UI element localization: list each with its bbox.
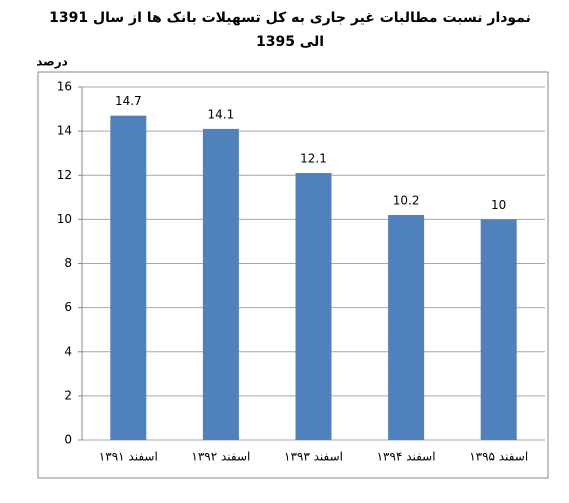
y-tick-label: 6: [64, 300, 72, 314]
chart-title: نمودار نسبت مطالبات غیر جاری به کل تسهیل…: [49, 10, 531, 50]
x-tick-label: اسفند ۱۳۹۵: [469, 450, 528, 464]
y-tick-label: 2: [64, 388, 72, 402]
y-tick-label: 16: [57, 80, 72, 94]
y-tick-label: 0: [64, 433, 72, 447]
chart-frame: [37, 71, 549, 479]
y-tick-label: 10: [57, 212, 72, 226]
data-label: 12.1: [300, 152, 327, 166]
y-axis-label: درصد: [36, 55, 68, 69]
y-tick-label: 14: [57, 124, 72, 138]
y-tick-label: 12: [57, 168, 72, 182]
x-tick-label: اسفند ۱۳۹۲: [191, 450, 250, 464]
bar: [202, 128, 239, 440]
data-label: 10.2: [393, 193, 420, 207]
y-tick-label: 4: [64, 344, 72, 358]
data-label: 14.1: [208, 107, 235, 121]
data-label: 10: [491, 198, 506, 212]
bar: [388, 214, 425, 440]
bar: [295, 173, 332, 440]
y-tick-label: 8: [64, 256, 72, 270]
bar: [110, 115, 147, 441]
x-tick-label: اسفند ۱۳۹۴: [377, 450, 436, 464]
x-tick-label: اسفند ۱۳۹۳: [284, 450, 343, 464]
x-tick-label: اسفند ۱۳۹۱: [99, 450, 158, 464]
bar: [480, 219, 517, 440]
data-label: 14.7: [115, 94, 142, 108]
